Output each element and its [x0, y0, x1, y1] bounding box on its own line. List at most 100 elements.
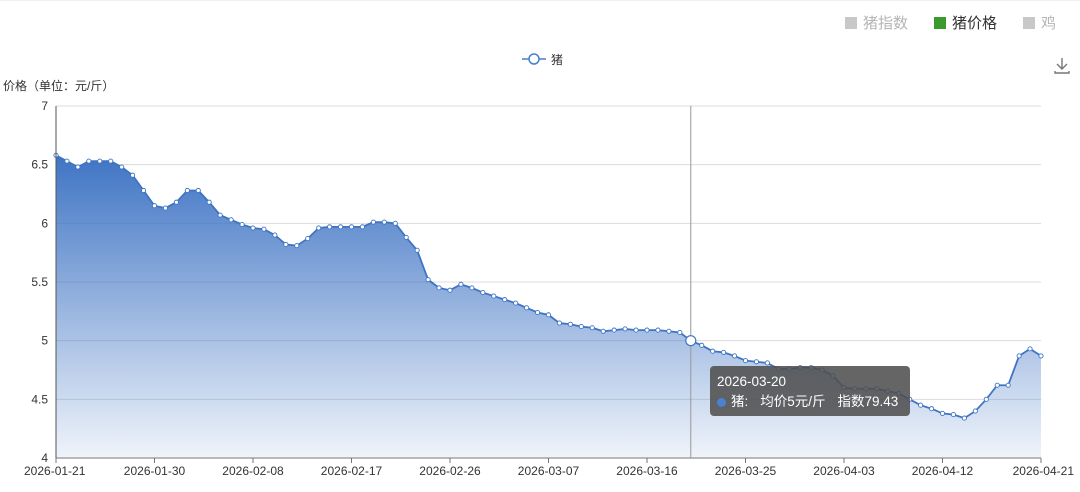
data-point: [535, 309, 541, 316]
x-tick-label: 2026-02-17: [321, 464, 383, 478]
data-point: [381, 219, 387, 225]
data-point: [950, 412, 956, 418]
tab-label: 猪价格: [951, 15, 997, 32]
data-point: [173, 199, 179, 205]
data-point: [86, 158, 92, 164]
data-point: [184, 187, 190, 194]
data-tooltip: 2026-03-20 猪: 均价5元/斤 指数79.43: [710, 366, 910, 416]
data-point: [250, 225, 256, 231]
data-point: [206, 199, 212, 205]
tooltip-index: 指数79.43: [837, 394, 899, 409]
x-tick-label: 2026-04-21: [1013, 464, 1075, 478]
data-point: [600, 328, 606, 334]
data-point: [239, 221, 245, 228]
data-point: [491, 293, 497, 299]
category-tabs: 猪指数 猪价格 鸡: [844, 12, 1056, 33]
x-tick-label: 2026-02-08: [222, 464, 284, 478]
data-point: [556, 320, 562, 326]
data-point: [305, 236, 311, 242]
data-point: [622, 326, 628, 332]
legend-label: 猪: [551, 53, 563, 67]
data-point: [633, 327, 639, 333]
y-axis-title: 价格（单位：元/斤）: [3, 78, 114, 93]
data-point: [983, 396, 989, 402]
data-point: [469, 285, 475, 291]
data-point: [699, 342, 705, 348]
tab-chicken[interactable]: 鸡: [1022, 12, 1056, 33]
x-tick-label: 2026-01-21: [24, 464, 86, 478]
tab-label: 鸡: [1040, 15, 1056, 32]
y-tick-label: 6.5: [31, 158, 48, 172]
data-point: [195, 187, 201, 194]
data-point: [327, 224, 333, 230]
data-point: [425, 277, 431, 283]
data-point: [370, 219, 376, 225]
x-tick-label: 2026-03-25: [715, 464, 777, 478]
data-point: [545, 312, 552, 318]
data-point: [513, 300, 519, 306]
tab-swatch: [1022, 16, 1035, 29]
data-point: [403, 234, 409, 240]
tooltip-avg-price: 均价5元/斤: [760, 394, 826, 409]
data-point: [1016, 353, 1022, 359]
data-point: [64, 158, 70, 164]
data-point: [162, 205, 168, 211]
y-tick-label: 5.5: [31, 275, 48, 289]
series-dot: [717, 398, 726, 407]
data-point: [294, 243, 300, 249]
data-point: [753, 359, 759, 365]
tooltip-series-name: 猪:: [731, 394, 749, 409]
y-tick-label: 5: [41, 334, 48, 348]
chart-legend[interactable]: 猪: [522, 53, 563, 67]
data-point: [655, 327, 661, 333]
data-point: [338, 224, 344, 230]
download-icon[interactable]: [1052, 55, 1072, 75]
data-point: [283, 241, 289, 248]
y-tick-label: 7: [41, 99, 48, 113]
data-point: [961, 415, 967, 421]
data-point: [458, 281, 464, 287]
data-point: [119, 164, 125, 170]
data-point: [764, 360, 770, 366]
data-point: [348, 224, 355, 230]
highlight-point: [685, 335, 697, 347]
data-point: [316, 225, 322, 231]
tab-swatch: [844, 16, 857, 29]
tooltip-date: 2026-03-20: [717, 374, 787, 389]
data-point: [567, 321, 573, 327]
y-tick-label: 4.5: [31, 392, 48, 406]
data-point: [1038, 353, 1044, 359]
data-point: [414, 247, 420, 253]
data-point: [918, 402, 924, 408]
x-tick-label: 2026-03-07: [518, 464, 580, 478]
tab-pig-index[interactable]: 猪指数: [844, 12, 908, 33]
data-point: [644, 327, 650, 333]
y-tick-label: 4: [41, 451, 48, 465]
data-point: [939, 410, 946, 416]
data-point: [447, 287, 453, 293]
data-point: [217, 212, 223, 218]
data-point: [578, 324, 584, 330]
data-point: [742, 358, 749, 364]
x-tick-label: 2026-03-16: [616, 464, 678, 478]
data-point: [677, 329, 683, 336]
data-point: [392, 220, 398, 226]
data-point: [97, 158, 103, 164]
data-point: [732, 353, 738, 359]
data-point: [721, 349, 727, 355]
x-tick-label: 2026-02-26: [419, 464, 481, 478]
data-point: [261, 226, 267, 232]
data-point: [994, 382, 1000, 388]
data-point: [710, 348, 716, 354]
data-point: [502, 297, 508, 303]
data-point: [611, 327, 617, 333]
data-point: [589, 325, 595, 331]
data-point: [524, 305, 530, 311]
tab-label: 猪指数: [862, 15, 908, 32]
x-tick-label: 2026-01-30: [124, 464, 186, 478]
tab-pig-price[interactable]: 猪价格: [933, 12, 997, 33]
data-point: [359, 224, 365, 230]
tab-swatch: [933, 16, 946, 29]
data-point: [130, 172, 136, 178]
